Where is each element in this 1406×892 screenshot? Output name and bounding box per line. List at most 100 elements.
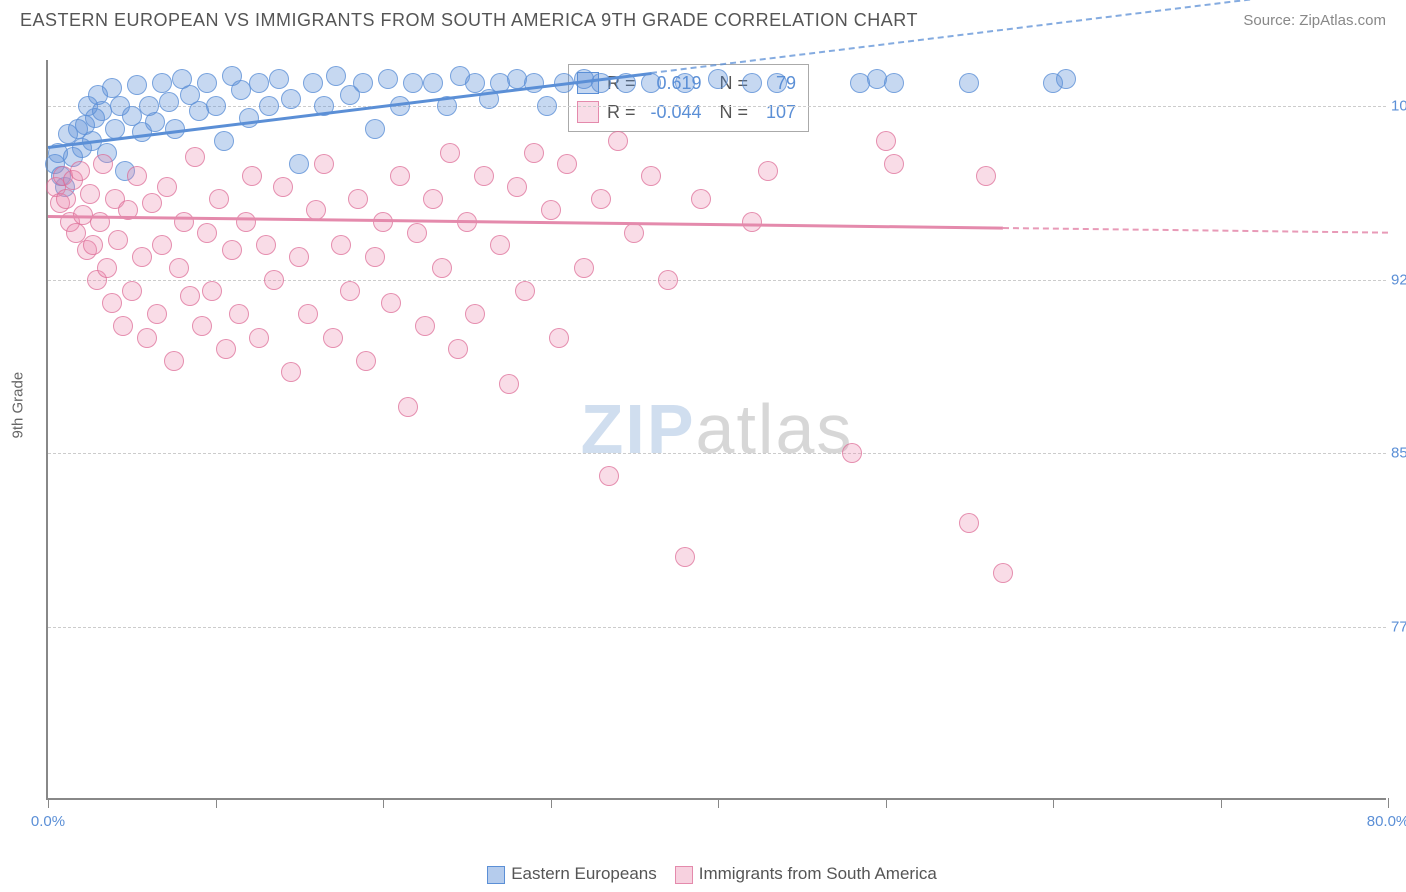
scatter-point: [432, 258, 452, 278]
scatter-point: [249, 328, 269, 348]
scatter-point: [169, 258, 189, 278]
legend-label: Eastern Europeans: [511, 864, 657, 883]
n-label: N =: [720, 98, 749, 127]
gridline: [48, 453, 1386, 454]
scatter-point: [323, 328, 343, 348]
scatter-point: [83, 235, 103, 255]
scatter-point: [340, 281, 360, 301]
scatter-point: [142, 193, 162, 213]
scatter-point: [742, 212, 762, 232]
gridline: [48, 280, 1386, 281]
scatter-point: [515, 281, 535, 301]
gridline: [48, 627, 1386, 628]
scatter-point: [145, 112, 165, 132]
scatter-point: [269, 69, 289, 89]
scatter-point: [524, 143, 544, 163]
scatter-point: [229, 304, 249, 324]
scatter-point: [842, 443, 862, 463]
scatter-point: [691, 189, 711, 209]
scatter-point: [415, 316, 435, 336]
scatter-point: [157, 177, 177, 197]
scatter-point: [216, 339, 236, 359]
scatter-point: [465, 304, 485, 324]
scatter-point: [264, 270, 284, 290]
scatter-point: [884, 73, 904, 93]
scatter-point: [147, 304, 167, 324]
scatter-point: [541, 200, 561, 220]
scatter-point: [202, 281, 222, 301]
scatter-point: [356, 351, 376, 371]
scatter-point: [231, 80, 251, 100]
scatter-point: [549, 328, 569, 348]
scatter-point: [314, 154, 334, 174]
scatter-point: [289, 154, 309, 174]
scatter-point: [102, 293, 122, 313]
y-tick-label: 92.5%: [1391, 271, 1406, 288]
x-tick: [551, 798, 552, 808]
scatter-point: [132, 247, 152, 267]
x-tick: [383, 798, 384, 808]
scatter-point: [976, 166, 996, 186]
source-label: Source: ZipAtlas.com: [1243, 12, 1386, 29]
scatter-point: [403, 73, 423, 93]
scatter-point: [378, 69, 398, 89]
scatter-point: [289, 247, 309, 267]
scatter-point: [474, 166, 494, 186]
scatter-point: [959, 513, 979, 533]
y-tick-label: 100.0%: [1391, 98, 1406, 115]
scatter-point: [1056, 69, 1076, 89]
scatter-point: [348, 189, 368, 209]
y-tick-label: 85.0%: [1391, 445, 1406, 462]
legend-swatch: [675, 866, 693, 884]
r-value: -0.044: [644, 98, 702, 127]
scatter-point: [742, 73, 762, 93]
scatter-point: [214, 131, 234, 151]
x-tick-label: 0.0%: [31, 813, 65, 830]
scatter-point: [440, 143, 460, 163]
scatter-point: [97, 258, 117, 278]
scatter-point: [152, 73, 172, 93]
scatter-point: [641, 73, 661, 93]
scatter-chart: ZIPatlas R =0.619N =79R =-0.044N =107 77…: [46, 60, 1386, 800]
scatter-point: [758, 161, 778, 181]
scatter-point: [192, 316, 212, 336]
scatter-point: [423, 189, 443, 209]
trendline-extrapolation: [1003, 227, 1388, 234]
legend-swatch: [487, 866, 505, 884]
scatter-point: [658, 270, 678, 290]
scatter-point: [93, 154, 113, 174]
scatter-point: [574, 258, 594, 278]
scatter-point: [127, 166, 147, 186]
scatter-point: [499, 374, 519, 394]
scatter-point: [298, 304, 318, 324]
scatter-point: [206, 96, 226, 116]
scatter-point: [222, 240, 242, 260]
scatter-point: [209, 189, 229, 209]
scatter-point: [353, 73, 373, 93]
scatter-point: [281, 362, 301, 382]
scatter-point: [876, 131, 896, 151]
x-tick: [718, 798, 719, 808]
x-tick: [48, 798, 49, 808]
scatter-point: [708, 69, 728, 89]
scatter-point: [174, 212, 194, 232]
scatter-point: [56, 189, 76, 209]
scatter-point: [365, 119, 385, 139]
scatter-point: [557, 154, 577, 174]
scatter-point: [256, 235, 276, 255]
scatter-point: [407, 223, 427, 243]
watermark: ZIPatlas: [581, 389, 854, 469]
scatter-point: [608, 131, 628, 151]
scatter-point: [490, 235, 510, 255]
scatter-point: [180, 286, 200, 306]
scatter-point: [507, 177, 527, 197]
scatter-point: [102, 78, 122, 98]
scatter-point: [80, 184, 100, 204]
scatter-point: [398, 397, 418, 417]
scatter-point: [159, 92, 179, 112]
scatter-point: [273, 177, 293, 197]
scatter-point: [152, 235, 172, 255]
scatter-point: [70, 161, 90, 181]
scatter-point: [884, 154, 904, 174]
scatter-point: [331, 235, 351, 255]
